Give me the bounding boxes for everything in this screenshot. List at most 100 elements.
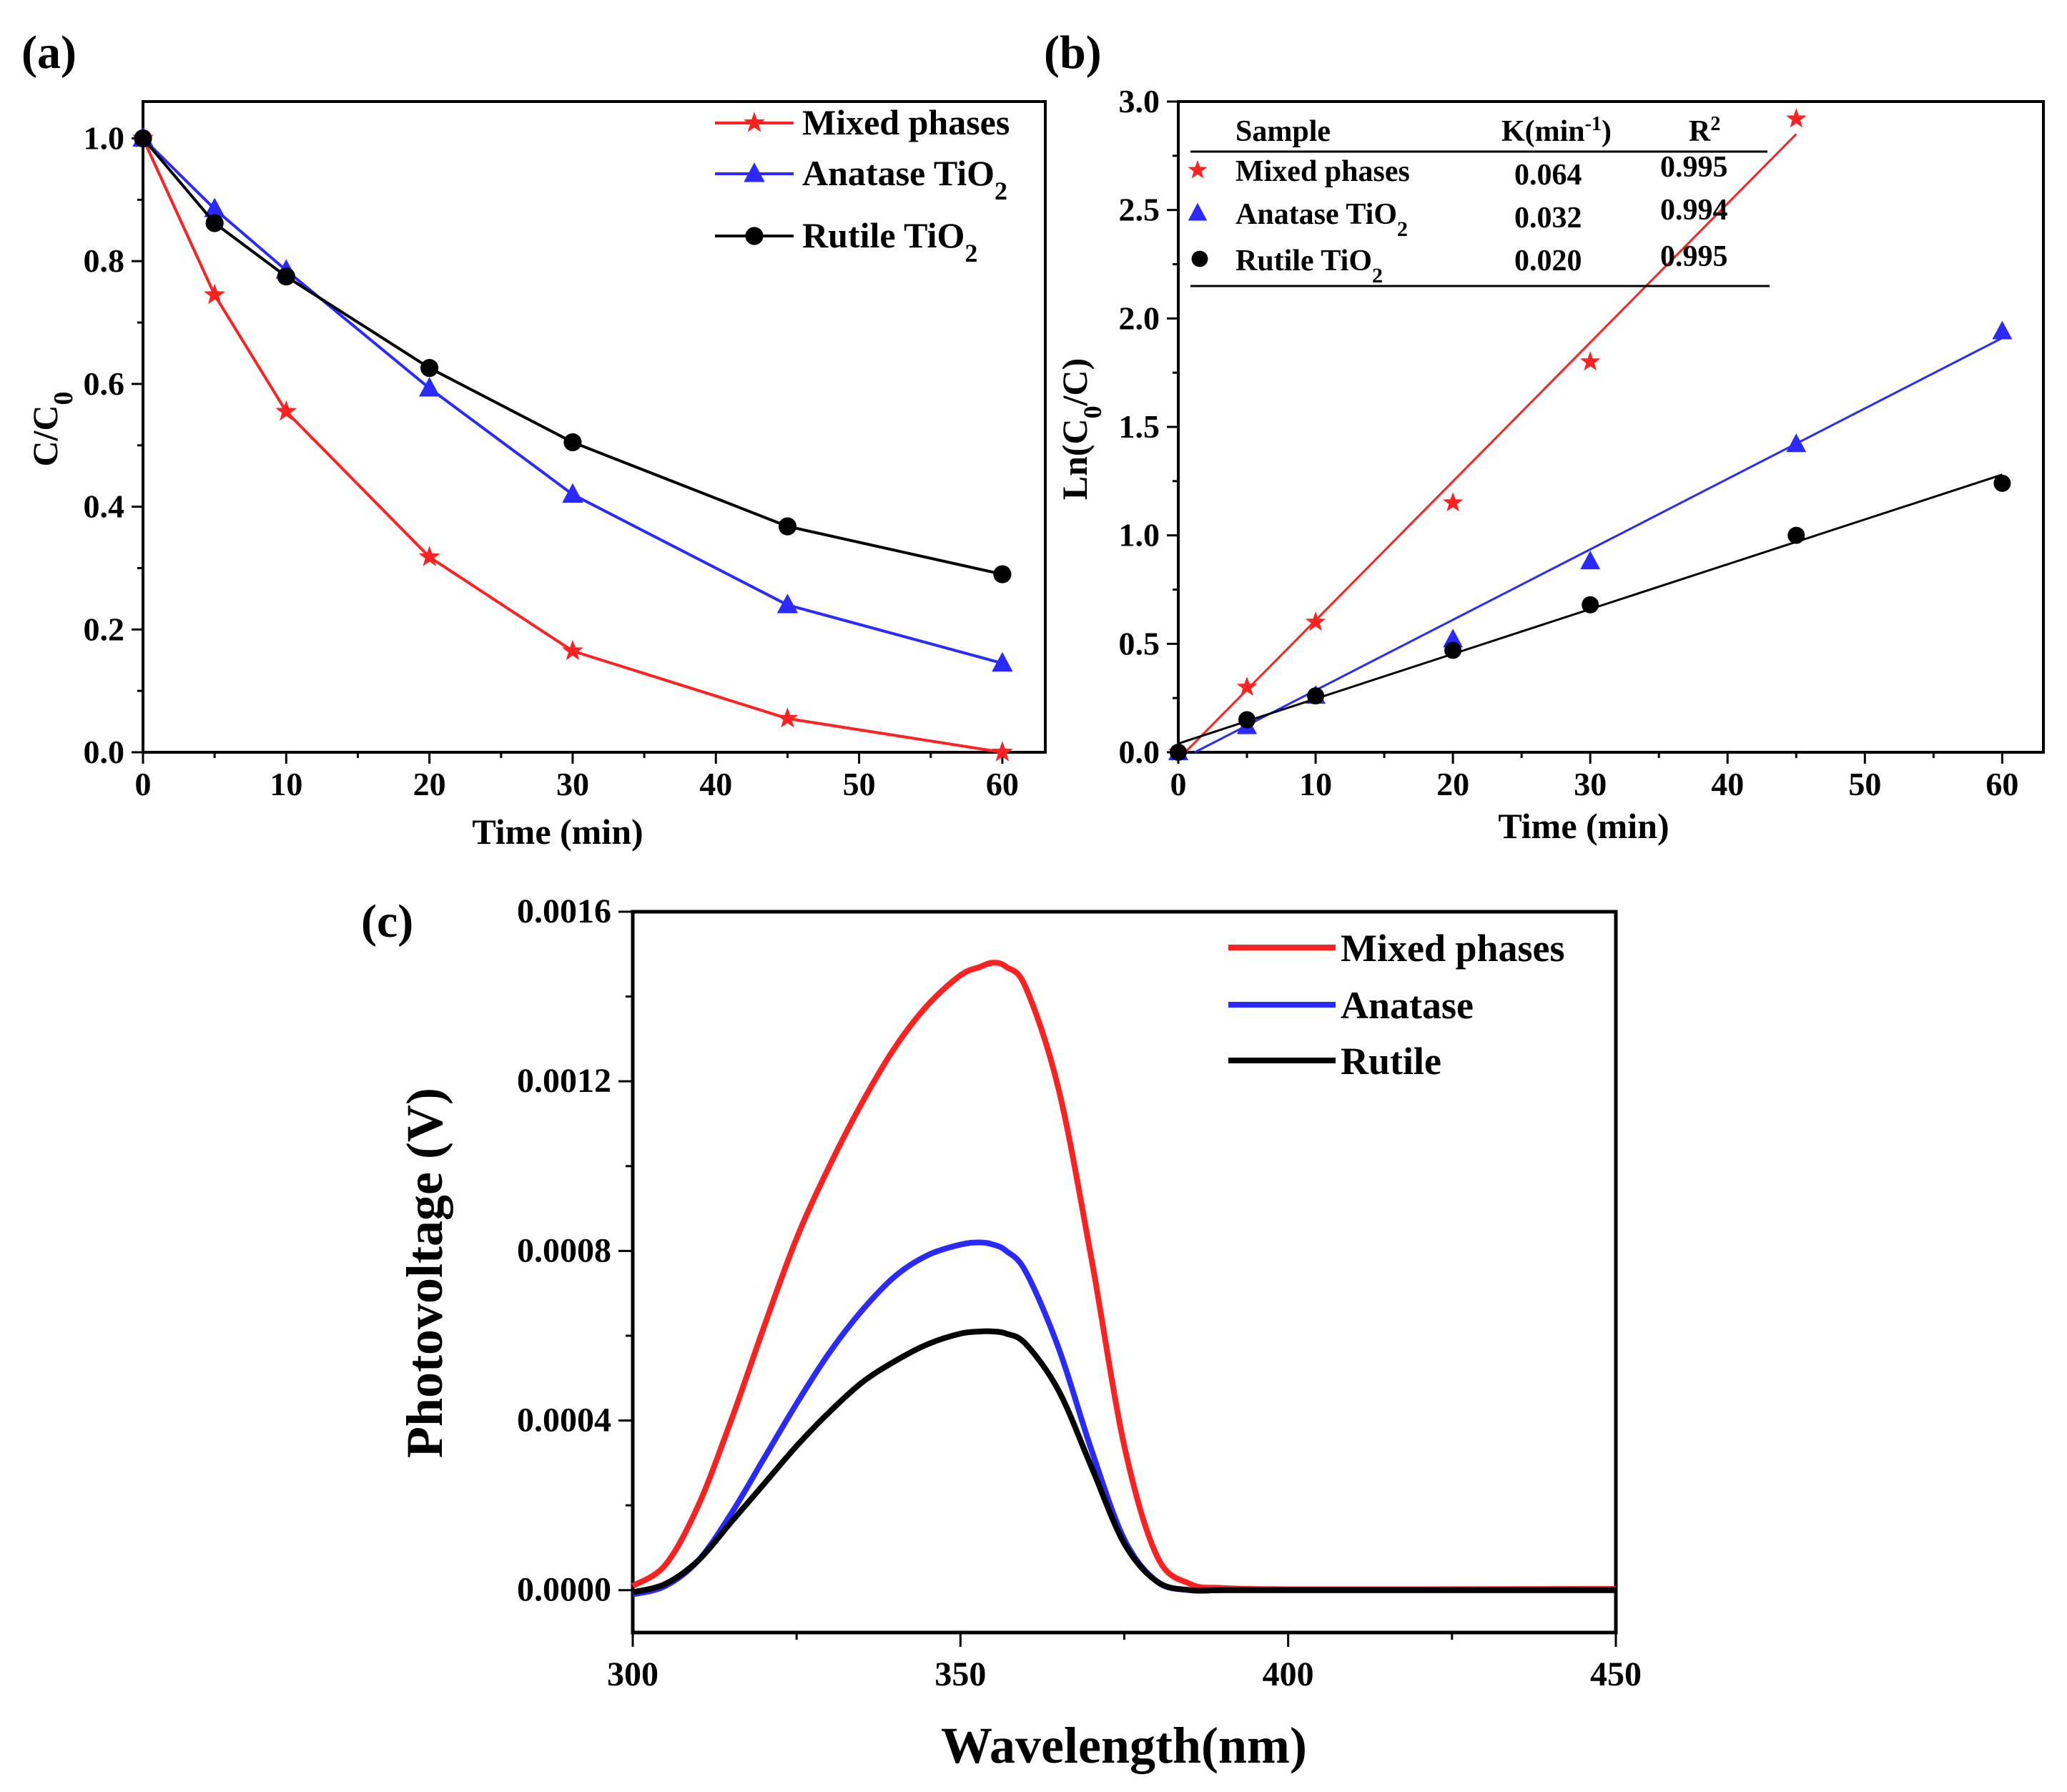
series-line (142, 137, 1003, 576)
triangle-marker (204, 197, 225, 217)
panel-c-y-axis-label: Photovoltage (V) (396, 1088, 453, 1458)
table-k-value: 0.020 (1514, 245, 1582, 277)
table-k-value: 0.032 (1514, 202, 1582, 235)
y-tick-label: 2.0 (1119, 300, 1160, 336)
circle-marker (1238, 711, 1256, 729)
y-tick-label: 0.0008 (517, 1231, 611, 1269)
panel-a-y-axis-label: C/C0 (25, 391, 79, 466)
x-tick-label: 40 (699, 766, 732, 802)
circle-marker (205, 214, 224, 232)
x-tick-label: 400 (1263, 1655, 1314, 1693)
table-row: Mixed phases 0.064 0.995 (1188, 151, 1728, 192)
panel-a-legend: Mixed phases Anatase TiO2 Rutile TiO2 (715, 102, 1010, 267)
triangle-marker (992, 651, 1013, 672)
x-tick-label: 30 (556, 766, 589, 802)
y-tick-label: 0.2 (84, 611, 125, 647)
panel-c-series (631, 960, 1617, 1597)
legend-item-mixed-phases: Mixed phases (715, 102, 1010, 142)
y-tick-label: 0.0012 (517, 1062, 611, 1100)
y-tick-label: 1.0 (84, 120, 125, 157)
legend-label: Mixed phases (802, 102, 1010, 142)
table-header-r2: R2 (1689, 113, 1720, 149)
table-sample-name: Anatase TiO2 (1235, 198, 1408, 241)
x-tick-label: 450 (1590, 1655, 1642, 1693)
y-tick-label: 0.4 (84, 488, 125, 525)
circle-marker (1307, 687, 1325, 705)
table-star-marker (1188, 159, 1208, 179)
star-marker (275, 400, 297, 421)
table-r2-value: 0.994 (1660, 194, 1728, 227)
star-marker (1236, 676, 1258, 696)
y-tick-label: 2.5 (1119, 192, 1160, 228)
y-tick-label: 0.6 (84, 365, 125, 402)
legend-item-rutile: Rutile (1228, 1040, 1441, 1083)
circle-marker (563, 433, 582, 452)
triangle-marker (1188, 202, 1208, 221)
star-marker (1442, 492, 1464, 512)
legend-triangle-marker (744, 162, 765, 182)
legend-label: Rutile TiO2 (802, 215, 977, 267)
triangle-marker (744, 162, 765, 182)
x-tick-label: 60 (1985, 766, 2018, 802)
y-tick-label: 0.0000 (517, 1571, 611, 1609)
fit-line (1194, 337, 2003, 754)
x-tick-label: 40 (1711, 766, 1744, 802)
star-marker (562, 639, 583, 661)
panel-b-x-axis-label: Time (min) (1498, 806, 1669, 846)
panel-a-x-axis-label: Time (min) (472, 812, 643, 852)
rate-constant-table: Sample K(min-1) R2 Mixed phases 0.064 0.… (1188, 113, 1770, 287)
x-tick-label: 20 (1436, 766, 1469, 802)
circle-marker (420, 358, 439, 378)
series-curve (631, 960, 1617, 1592)
panel-b-label: (b) (1044, 26, 1102, 79)
table-sample-name: Rutile TiO2 (1235, 245, 1383, 287)
x-tick-label: 10 (1299, 766, 1332, 802)
star-marker (1188, 159, 1208, 179)
circle-marker (778, 517, 797, 536)
panel-a-series (132, 127, 1013, 762)
y-tick-label: 1.0 (1119, 517, 1160, 553)
table-row: Anatase TiO2 0.032 0.994 (1188, 194, 1728, 241)
legend-item-anatase: Anatase (1228, 984, 1474, 1027)
panel-b-x-ticks: 0 10 20 30 40 50 60 (1170, 752, 2018, 802)
x-tick-label: 20 (413, 766, 446, 802)
x-tick-label: 0 (135, 766, 152, 802)
panel-a-frame (142, 100, 1047, 754)
y-tick-label: 0.0 (1119, 734, 1160, 770)
circle-marker (1191, 250, 1208, 267)
legend-item-rutile: Rutile TiO2 (715, 215, 977, 267)
legend-item-anatase: Anatase TiO2 (715, 153, 1007, 205)
y-tick-label: 3.0 (1119, 83, 1160, 119)
legend-label: Anatase TiO2 (802, 153, 1007, 205)
x-tick-label: 30 (1574, 766, 1607, 802)
triangle-marker (562, 483, 583, 503)
circle-marker (993, 565, 1012, 584)
legend-label: Mixed phases (1341, 927, 1565, 970)
panel-a-x-ticks: 0 10 20 30 40 50 60 (135, 752, 1019, 802)
star-marker (776, 707, 799, 728)
panel-a-y-ticks: 0.0 0.2 0.4 0.6 0.8 1.0 (84, 120, 143, 770)
panel-b-y-ticks: 0.0 0.5 1.0 1.5 2.0 2.5 3.0 (1119, 83, 1178, 770)
table-header-sample: Sample (1235, 115, 1331, 148)
triangle-marker (1992, 320, 2013, 340)
panel-b-series (1168, 108, 2013, 762)
panel-a-chart: (a) 0 10 20 30 40 50 60 0.0 0.2 0.4 0.6 0.8 1.0 Tim… (21, 26, 1047, 852)
triangle-marker (776, 594, 799, 614)
legend-label: Anatase (1341, 984, 1474, 1027)
y-tick-label: 0.0004 (517, 1402, 611, 1439)
circle-marker (1444, 641, 1462, 659)
x-tick-label: 350 (934, 1655, 986, 1693)
y-tick-label: 0.8 (84, 242, 125, 279)
y-tick-label: 0.0 (84, 734, 125, 770)
circle-marker (1170, 744, 1187, 761)
panel-c-legend: Mixed phases Anatase Rutile (1228, 927, 1565, 1083)
x-tick-label: 50 (1848, 766, 1881, 802)
y-tick-label: 0.5 (1119, 625, 1160, 661)
circle-marker (134, 129, 152, 148)
triangle-marker (1443, 629, 1464, 648)
legend-star-marker (744, 112, 765, 132)
star-marker (991, 741, 1013, 762)
star-marker (1579, 351, 1601, 371)
triangle-marker (1580, 551, 1601, 570)
